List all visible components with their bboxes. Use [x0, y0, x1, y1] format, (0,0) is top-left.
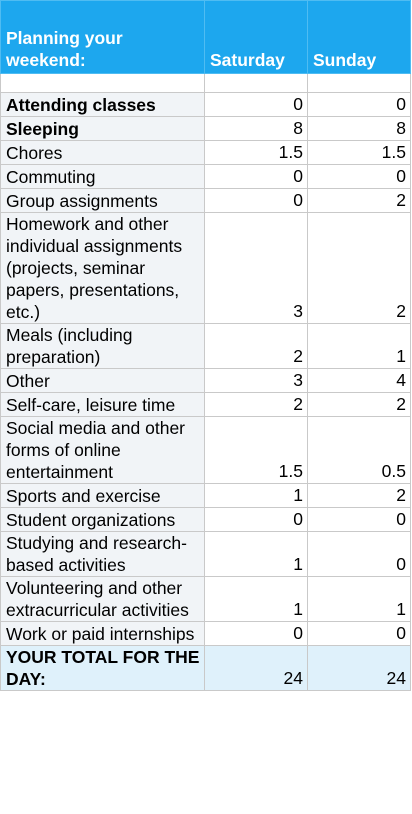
sunday-hours-cell[interactable]: 2 [307, 483, 411, 508]
saturday-hours-cell[interactable]: 3 [204, 368, 308, 393]
sunday-hours-cell[interactable]: 0 [307, 621, 411, 646]
sunday-hours-cell[interactable]: 1 [307, 323, 411, 369]
saturday-hours-cell[interactable]: 2 [204, 392, 308, 417]
activity-cell[interactable]: Self-care, leisure time [0, 392, 205, 417]
activity-cell[interactable]: Student organizations [0, 507, 205, 532]
activity-cell[interactable]: Volunteering and other extracurricular a… [0, 576, 205, 622]
saturday-hours-cell[interactable]: 1 [204, 483, 308, 508]
activity-cell[interactable]: Chores [0, 140, 205, 165]
activity-cell[interactable]: Homework and other individual assignment… [0, 212, 205, 324]
blank-cell[interactable] [307, 73, 411, 93]
activity-cell[interactable]: Studying and research-based activities [0, 531, 205, 577]
table-row: Student organizations 0 0 [0, 507, 411, 532]
activity-cell[interactable]: Other [0, 368, 205, 393]
sunday-hours-cell[interactable]: 1 [307, 576, 411, 622]
saturday-hours-cell[interactable]: 0 [204, 507, 308, 532]
table-row: Studying and research-based activities 1… [0, 531, 411, 577]
table-row: Commuting 0 0 [0, 164, 411, 189]
table-row: Work or paid internships 0 0 [0, 621, 411, 646]
saturday-hours-cell[interactable]: 2 [204, 323, 308, 369]
sunday-hours-cell[interactable]: 2 [307, 212, 411, 324]
sunday-hours-cell[interactable]: 1.5 [307, 140, 411, 165]
sunday-hours-cell[interactable]: 0.5 [307, 416, 411, 484]
saturday-hours-cell[interactable]: 8 [204, 116, 308, 141]
activity-cell[interactable]: Social media and other forms of online e… [0, 416, 205, 484]
activity-cell[interactable]: Attending classes [0, 92, 205, 117]
total-row: YOUR TOTAL FOR THE DAY: 24 24 [0, 645, 411, 691]
activity-cell[interactable]: Group assignments [0, 188, 205, 213]
table-row: Group assignments 0 2 [0, 188, 411, 213]
sunday-hours-cell[interactable]: 2 [307, 188, 411, 213]
table-row: Sports and exercise 1 2 [0, 483, 411, 508]
sunday-hours-cell[interactable]: 8 [307, 116, 411, 141]
saturday-hours-cell[interactable]: 1 [204, 531, 308, 577]
saturday-hours-cell[interactable]: 1.5 [204, 416, 308, 484]
blank-cell[interactable] [204, 73, 308, 93]
activity-cell[interactable]: Work or paid internships [0, 621, 205, 646]
table-row: Other 3 4 [0, 368, 411, 393]
weekend-planning-sheet: Planning your weekend: Saturday Sunday A… [0, 0, 411, 691]
saturday-total-cell[interactable]: 24 [204, 645, 308, 691]
header-sunday-cell[interactable]: Sunday [307, 0, 411, 74]
activity-cell[interactable]: Sleeping [0, 116, 205, 141]
sunday-hours-cell[interactable]: 0 [307, 531, 411, 577]
table-row: Sleeping 8 8 [0, 116, 411, 141]
sunday-hours-cell[interactable]: 4 [307, 368, 411, 393]
header-row: Planning your weekend: Saturday Sunday [0, 0, 411, 74]
blank-cell[interactable] [0, 73, 205, 93]
saturday-hours-cell[interactable]: 0 [204, 188, 308, 213]
blank-row [0, 73, 411, 93]
sunday-hours-cell[interactable]: 0 [307, 507, 411, 532]
sunday-hours-cell[interactable]: 2 [307, 392, 411, 417]
header-saturday-cell[interactable]: Saturday [204, 0, 308, 74]
saturday-hours-cell[interactable]: 3 [204, 212, 308, 324]
table-row: Social media and other forms of online e… [0, 416, 411, 484]
table-row: Attending classes 0 0 [0, 92, 411, 117]
total-label-cell[interactable]: YOUR TOTAL FOR THE DAY: [0, 645, 205, 691]
saturday-hours-cell[interactable]: 0 [204, 92, 308, 117]
activity-cell[interactable]: Commuting [0, 164, 205, 189]
table-row: Self-care, leisure time 2 2 [0, 392, 411, 417]
saturday-hours-cell[interactable]: 0 [204, 164, 308, 189]
activity-cell[interactable]: Sports and exercise [0, 483, 205, 508]
table-row: Homework and other individual assignment… [0, 212, 411, 324]
table-row: Chores 1.5 1.5 [0, 140, 411, 165]
sunday-total-cell[interactable]: 24 [307, 645, 411, 691]
table-row: Volunteering and other extracurricular a… [0, 576, 411, 622]
table-row: Meals (including preparation) 2 1 [0, 323, 411, 369]
saturday-hours-cell[interactable]: 1 [204, 576, 308, 622]
sunday-hours-cell[interactable]: 0 [307, 92, 411, 117]
activity-cell[interactable]: Meals (including preparation) [0, 323, 205, 369]
sunday-hours-cell[interactable]: 0 [307, 164, 411, 189]
saturday-hours-cell[interactable]: 1.5 [204, 140, 308, 165]
saturday-hours-cell[interactable]: 0 [204, 621, 308, 646]
header-label-cell[interactable]: Planning your weekend: [0, 0, 205, 74]
